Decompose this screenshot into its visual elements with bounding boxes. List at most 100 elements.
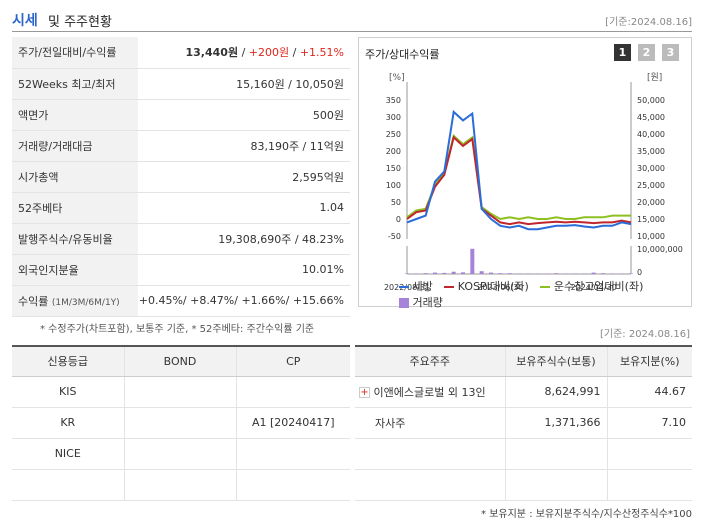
volume-bar bbox=[489, 272, 493, 274]
legend-line-icon bbox=[399, 286, 409, 288]
info-value: 19,308,690주 / 48.23% bbox=[138, 223, 350, 255]
x-tick-label: 2023/06/30 bbox=[477, 283, 523, 292]
return-label: 수익률 bbox=[18, 294, 49, 308]
holder-name bbox=[355, 469, 505, 501]
footnote-left: * 수정주가(차트포함), 보통주 기준, * 52주베타: 주간수익률 기준 bbox=[40, 324, 315, 335]
holder-name[interactable]: 이앤에스글로벌 외 13인 bbox=[373, 385, 486, 399]
info-row: 외국인지분율 10.01% bbox=[12, 254, 350, 286]
info-value: 2,595억원 bbox=[138, 161, 350, 193]
col-header: CP bbox=[235, 345, 350, 377]
legend-bar-icon bbox=[399, 298, 409, 308]
volume-bar bbox=[517, 273, 521, 274]
y-right-tick-label: 45,000 bbox=[637, 113, 665, 122]
holder-shares bbox=[504, 438, 607, 470]
legend-label: 운수창고업대비(좌) bbox=[553, 280, 644, 293]
y-right-tick-label: 35,000 bbox=[637, 147, 665, 156]
volume-bar bbox=[461, 272, 465, 274]
price-change: +200원 bbox=[248, 46, 290, 60]
bond-cell bbox=[123, 469, 236, 501]
holder-pct: 44.67 bbox=[606, 376, 692, 408]
price-rate: +1.51% bbox=[299, 46, 344, 60]
info-value: 500원 bbox=[138, 99, 350, 131]
holder-name: 자사주 bbox=[355, 407, 505, 439]
agency-cell bbox=[12, 469, 124, 501]
holder-name-cell: + 이앤에스글로벌 외 13인 bbox=[355, 376, 505, 408]
cp-cell bbox=[235, 438, 350, 470]
volume-bar bbox=[629, 273, 633, 274]
col-header: 신용등급 bbox=[12, 345, 124, 377]
volume-bar bbox=[433, 272, 437, 274]
table-row: KIS bbox=[12, 376, 350, 408]
header-date: [기준:2024.08.16] bbox=[605, 17, 692, 28]
agency-cell: NICE bbox=[12, 438, 124, 470]
col-header: BOND bbox=[123, 345, 236, 377]
info-label: 52주베타 bbox=[12, 192, 138, 224]
info-row: 액면가 500원 bbox=[12, 99, 350, 131]
table-row: 자사주 1,371,366 7.10 bbox=[355, 407, 692, 439]
volume-bar bbox=[591, 272, 596, 274]
volume-bar bbox=[423, 273, 428, 274]
price-value: 13,440원 bbox=[185, 46, 239, 60]
info-row: 거래량/거래대금 83,190주 / 11억원 bbox=[12, 130, 350, 162]
separator: / bbox=[289, 46, 300, 60]
y-left-unit: [%] bbox=[389, 73, 405, 83]
y-right-tick-label: 20,000 bbox=[637, 198, 665, 207]
chart-panel: 주가/상대수익률 1 2 3 [%] [원] 350 300 250 200 150 100 5… bbox=[358, 37, 692, 310]
y-left-tick-label: 100 bbox=[386, 181, 401, 190]
volume-bar bbox=[442, 272, 447, 274]
holder-pct bbox=[606, 438, 692, 470]
info-label: 52Weeks 최고/최저 bbox=[12, 68, 138, 100]
return-period-label: (1M/3M/6M/1Y) bbox=[51, 297, 120, 308]
info-row: 주가/전일대비/수익률 13,440원 / +200원 / +1.51% bbox=[12, 37, 350, 69]
volume-bar bbox=[545, 273, 549, 274]
info-label: 거래량/거래대금 bbox=[12, 130, 138, 162]
volume-bar bbox=[498, 273, 503, 274]
y-right-unit: [원] bbox=[647, 72, 662, 83]
info-label: 시가총액 bbox=[12, 161, 138, 193]
volume-tick-label: 10,000,000 bbox=[637, 245, 683, 254]
holder-shares: 8,624,991 bbox=[504, 376, 607, 408]
legend-item[interactable]: 거래량 bbox=[399, 294, 443, 310]
legend-item[interactable]: 세방 bbox=[399, 278, 433, 294]
y-left-tick-label: 50 bbox=[391, 198, 401, 207]
info-row: 52주베타 1.04 bbox=[12, 192, 350, 224]
chart-title: 주가/상대수익률 bbox=[365, 48, 440, 61]
price-return-chart: [%] [원] 350 300 250 200 150 100 50 0 -50 50,000 45,0… bbox=[384, 72, 683, 292]
bond-cell bbox=[123, 407, 236, 439]
y-left-tick-label: 350 bbox=[386, 96, 401, 105]
table-row: + 이앤에스글로벌 외 13인 8,624,991 44.67 bbox=[355, 376, 692, 408]
volume-bar bbox=[507, 273, 512, 274]
col-header: 주요주주 bbox=[355, 345, 505, 377]
credit-rating-table: 신용등급 BOND CP KIS KR A1 [20240417] NICE bbox=[12, 345, 350, 501]
table-row bbox=[355, 469, 692, 501]
expand-icon[interactable]: + bbox=[359, 387, 370, 398]
legend-item[interactable]: KOSPI대비(좌) bbox=[444, 278, 529, 294]
series-line-3 bbox=[406, 133, 631, 221]
col-header: 보유주식수(보통) bbox=[504, 345, 607, 377]
volume-bar bbox=[414, 273, 419, 274]
y-right-tick-label: 40,000 bbox=[637, 130, 665, 139]
x-tick-label: 2024/04/30 bbox=[571, 283, 617, 292]
holder-shares bbox=[504, 469, 607, 501]
chart-page-2-button[interactable]: 2 bbox=[638, 44, 655, 61]
info-value: 15,160원 / 10,050원 bbox=[138, 68, 350, 100]
legend-item[interactable]: 운수창고업대비(좌) bbox=[540, 278, 643, 294]
col-header: 보유지분(%) bbox=[606, 345, 692, 377]
info-value: 13,440원 / +200원 / +1.51% bbox=[138, 37, 350, 69]
info-label: 액면가 bbox=[12, 99, 138, 131]
agency-cell: KR bbox=[12, 407, 124, 439]
chart-page-3-button[interactable]: 3 bbox=[662, 44, 679, 61]
volume-tick-label: 0 bbox=[637, 268, 642, 277]
volume-bar bbox=[479, 271, 484, 274]
y-left-tick-label: 0 bbox=[396, 215, 401, 224]
series-line-1 bbox=[406, 109, 632, 231]
chart-page-1-button[interactable]: 1 bbox=[614, 44, 631, 61]
price-info-table: 주가/전일대비/수익률 13,440원 / +200원 / +1.51% 52W… bbox=[12, 37, 350, 317]
legend-line-icon bbox=[444, 286, 455, 288]
agency-cell: KIS bbox=[12, 376, 124, 408]
volume-bar bbox=[405, 273, 409, 274]
legend-label: 거래량 bbox=[412, 296, 443, 309]
cp-cell bbox=[235, 376, 350, 408]
volume-bar bbox=[601, 273, 605, 274]
y-right-tick-label: 15,000 bbox=[637, 215, 665, 224]
